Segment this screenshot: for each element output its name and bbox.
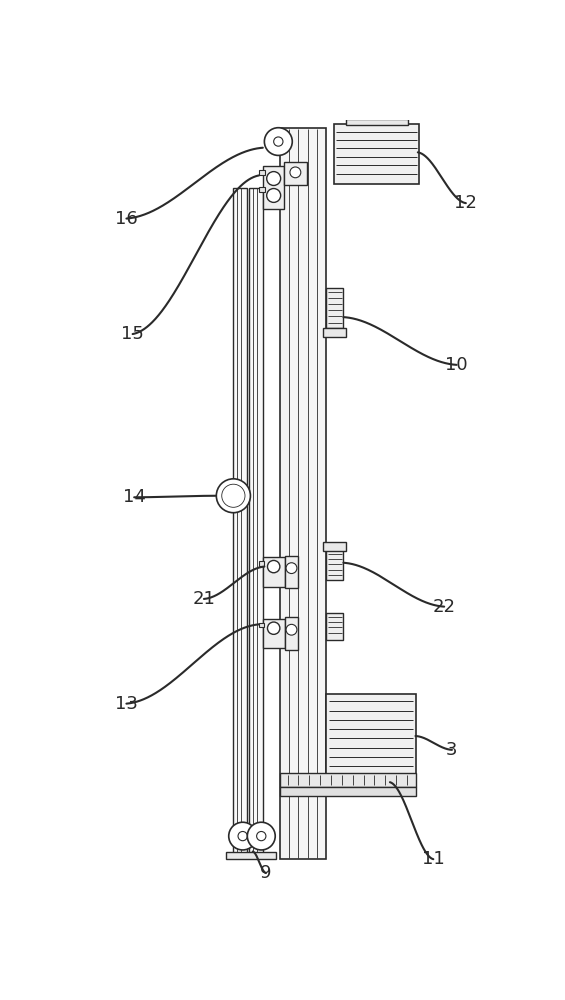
Circle shape bbox=[257, 831, 266, 841]
Circle shape bbox=[273, 137, 283, 146]
Bar bbox=[334, 124, 419, 184]
Bar bbox=[285, 556, 298, 588]
Circle shape bbox=[267, 622, 280, 634]
Bar bbox=[327, 613, 344, 640]
Circle shape bbox=[227, 490, 240, 502]
Text: 10: 10 bbox=[445, 356, 468, 374]
Text: 21: 21 bbox=[193, 590, 215, 608]
Bar bbox=[263, 619, 285, 648]
Bar bbox=[280, 773, 415, 787]
Text: 13: 13 bbox=[115, 695, 138, 713]
Circle shape bbox=[267, 560, 280, 573]
Circle shape bbox=[229, 822, 257, 850]
Bar bbox=[346, 119, 408, 125]
Circle shape bbox=[247, 822, 275, 850]
Text: 22: 22 bbox=[433, 598, 456, 616]
Text: 16: 16 bbox=[115, 210, 138, 228]
Bar bbox=[280, 787, 415, 796]
Bar bbox=[259, 187, 265, 192]
Circle shape bbox=[267, 189, 281, 202]
Bar bbox=[327, 550, 344, 580]
Bar bbox=[249, 188, 263, 858]
Text: 11: 11 bbox=[422, 850, 445, 868]
Bar bbox=[327, 288, 344, 328]
Circle shape bbox=[216, 479, 250, 513]
Bar bbox=[263, 557, 285, 587]
Bar bbox=[263, 166, 284, 209]
Circle shape bbox=[286, 624, 297, 635]
Circle shape bbox=[264, 128, 292, 155]
Text: 9: 9 bbox=[260, 864, 272, 882]
Circle shape bbox=[221, 484, 245, 507]
Text: 14: 14 bbox=[123, 488, 146, 506]
Bar bbox=[285, 617, 298, 650]
Bar bbox=[233, 188, 247, 858]
Bar bbox=[284, 162, 307, 185]
Bar bbox=[327, 694, 415, 774]
Bar bbox=[323, 328, 346, 337]
Text: 15: 15 bbox=[121, 325, 144, 343]
Bar bbox=[323, 542, 346, 551]
Circle shape bbox=[238, 831, 247, 841]
Circle shape bbox=[286, 563, 297, 574]
Bar bbox=[259, 170, 265, 175]
Bar bbox=[280, 128, 327, 859]
Bar bbox=[259, 623, 264, 627]
Text: 12: 12 bbox=[454, 194, 477, 212]
Bar bbox=[225, 852, 276, 859]
Circle shape bbox=[290, 167, 301, 178]
Bar bbox=[259, 561, 264, 566]
Circle shape bbox=[267, 172, 281, 185]
Text: 3: 3 bbox=[446, 741, 458, 759]
